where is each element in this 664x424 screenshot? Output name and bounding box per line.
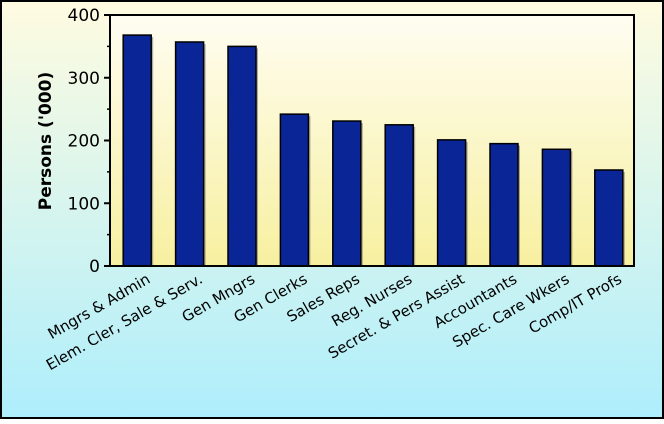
y-tick-label: 400 [68,6,100,26]
bar [122,34,152,267]
y-tick-label: 100 [68,194,100,214]
y-tick-label: 200 [68,132,100,152]
bar [541,148,572,267]
y-tick-label: 300 [68,69,100,89]
bar [227,45,257,267]
y-axis-label: Persons ('000) [36,72,56,211]
plot-border [109,14,635,267]
bar [594,169,624,267]
bar [174,41,205,267]
bar [332,120,362,267]
bar [384,124,414,267]
bars-group [122,34,625,267]
bar [436,139,467,267]
y-tick-label: 0 [89,257,100,277]
bar [279,113,310,267]
bar [489,142,519,267]
y-axis-ticks: 0 100 200 300 400 [68,6,110,277]
